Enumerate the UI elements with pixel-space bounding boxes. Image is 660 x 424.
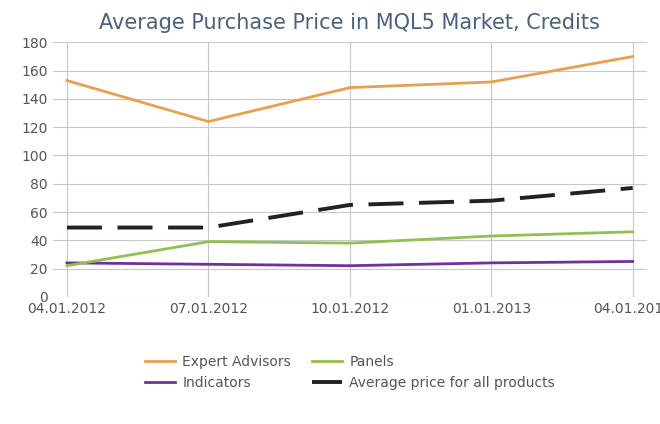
Indicators bbox=[629, 259, 637, 264]
Indicators bbox=[346, 263, 354, 268]
Average price for all products bbox=[205, 225, 213, 230]
Indicators bbox=[487, 260, 495, 265]
Panels bbox=[346, 240, 354, 245]
Expert Advisors bbox=[487, 79, 495, 84]
Line: Panels: Panels bbox=[67, 232, 633, 266]
Expert Advisors bbox=[205, 119, 213, 124]
Indicators bbox=[63, 260, 71, 265]
Expert Advisors bbox=[346, 85, 354, 90]
Title: Average Purchase Price in MQL5 Market, Credits: Average Purchase Price in MQL5 Market, C… bbox=[100, 13, 600, 33]
Average price for all products bbox=[63, 225, 71, 230]
Average price for all products bbox=[629, 185, 637, 190]
Panels bbox=[487, 234, 495, 239]
Indicators bbox=[205, 262, 213, 267]
Line: Expert Advisors: Expert Advisors bbox=[67, 56, 633, 122]
Panels bbox=[63, 263, 71, 268]
Expert Advisors bbox=[63, 78, 71, 83]
Panels bbox=[629, 229, 637, 234]
Average price for all products bbox=[346, 202, 354, 207]
Line: Average price for all products: Average price for all products bbox=[67, 188, 633, 228]
Legend: Expert Advisors, Indicators, Panels, Average price for all products: Expert Advisors, Indicators, Panels, Ave… bbox=[139, 349, 560, 396]
Expert Advisors bbox=[629, 54, 637, 59]
Average price for all products bbox=[487, 198, 495, 203]
Panels bbox=[205, 239, 213, 244]
Line: Indicators: Indicators bbox=[67, 262, 633, 266]
